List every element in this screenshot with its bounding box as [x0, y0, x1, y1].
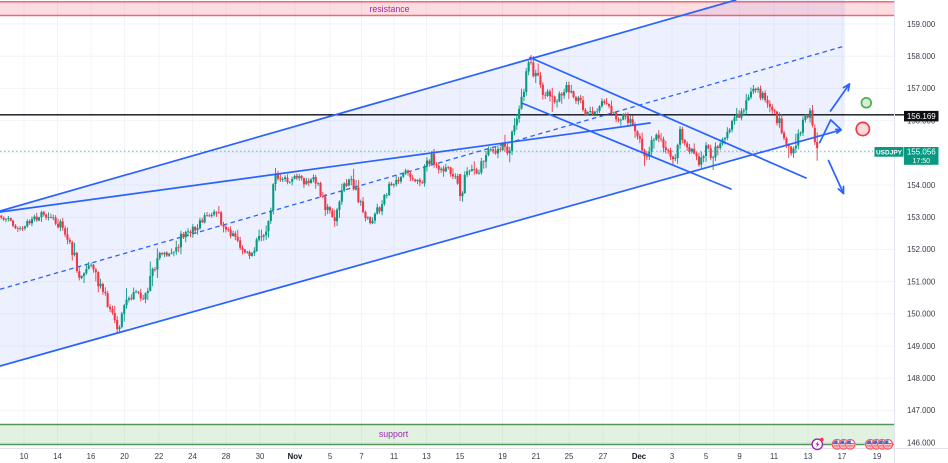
- svg-text:19: 19: [873, 452, 882, 461]
- svg-text:24: 24: [188, 452, 197, 461]
- svg-text:151.000: 151.000: [907, 277, 936, 286]
- svg-text:157.000: 157.000: [907, 84, 936, 93]
- svg-text:159.000: 159.000: [907, 20, 936, 29]
- svg-text:147.000: 147.000: [907, 406, 936, 415]
- svg-text:11: 11: [770, 452, 778, 461]
- svg-text:152.000: 152.000: [907, 245, 936, 254]
- svg-text:154.000: 154.000: [907, 181, 936, 190]
- svg-text:156.169: 156.169: [907, 112, 936, 121]
- svg-text:158.000: 158.000: [907, 52, 936, 61]
- svg-text:10: 10: [20, 452, 29, 461]
- svg-text:13: 13: [804, 452, 813, 461]
- svg-text:13: 13: [422, 452, 431, 461]
- svg-text:149.000: 149.000: [907, 342, 936, 351]
- svg-text:22: 22: [155, 452, 164, 461]
- svg-text:5: 5: [704, 452, 709, 461]
- svg-text:153.000: 153.000: [907, 213, 936, 222]
- svg-text:resistance: resistance: [369, 4, 409, 14]
- svg-text:27: 27: [599, 452, 608, 461]
- svg-text:20: 20: [120, 452, 129, 461]
- svg-text:21: 21: [532, 452, 541, 461]
- svg-text:3: 3: [670, 452, 674, 461]
- svg-text:30: 30: [256, 452, 265, 461]
- svg-text:146.000: 146.000: [907, 438, 936, 447]
- svg-text:16: 16: [87, 452, 96, 461]
- svg-text:17:50: 17:50: [913, 158, 931, 165]
- svg-text:17: 17: [838, 452, 847, 461]
- svg-text:9: 9: [737, 452, 741, 461]
- svg-text:USDJPY: USDJPY: [876, 149, 903, 156]
- svg-text:14: 14: [53, 452, 62, 461]
- svg-text:Dec: Dec: [632, 452, 647, 461]
- svg-text:25: 25: [565, 452, 574, 461]
- svg-text:Nov: Nov: [288, 452, 303, 461]
- svg-text:7: 7: [359, 452, 363, 461]
- svg-text:15: 15: [456, 452, 465, 461]
- svg-text:5: 5: [328, 452, 333, 461]
- svg-text:148.000: 148.000: [907, 374, 936, 383]
- svg-text:155.056: 155.056: [907, 148, 936, 157]
- svg-text:support: support: [379, 429, 409, 439]
- svg-text:11: 11: [390, 452, 398, 461]
- svg-text:28: 28: [222, 452, 231, 461]
- svg-text:19: 19: [498, 452, 507, 461]
- svg-text:150.000: 150.000: [907, 310, 936, 319]
